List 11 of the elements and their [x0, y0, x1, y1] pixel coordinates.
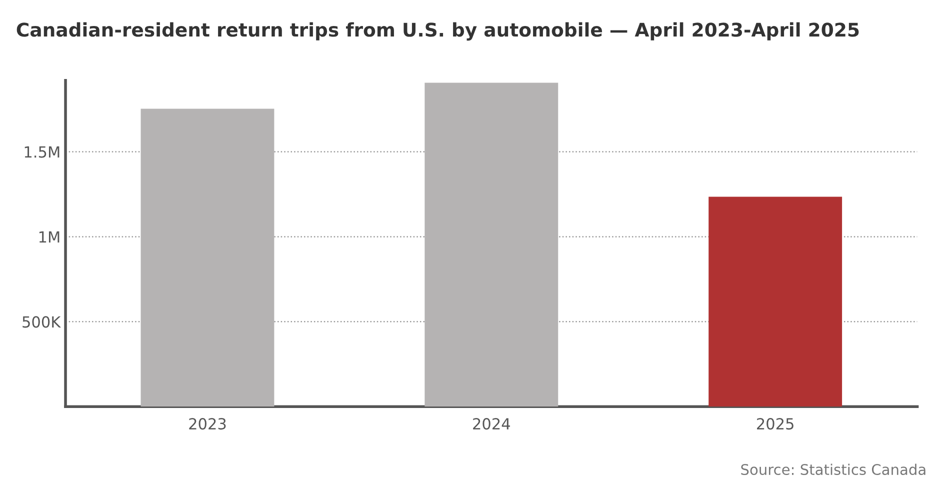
bar [140, 108, 274, 407]
bar [424, 82, 558, 407]
x-tick-label: 2023 [189, 418, 226, 430]
y-tick-label: 1M [39, 231, 60, 243]
source-note: Source: Statistics Canada [741, 464, 926, 476]
y-tick-label: 1.5M [24, 146, 60, 158]
x-tick-label: 2024 [473, 418, 510, 430]
x-tick-label: 2025 [757, 418, 794, 430]
y-tick-label: 500K [22, 316, 61, 328]
bar [708, 196, 842, 407]
chart-title: Canadian-resident return trips from U.S. by automobile — April 2023-April 2025 [16, 22, 859, 41]
